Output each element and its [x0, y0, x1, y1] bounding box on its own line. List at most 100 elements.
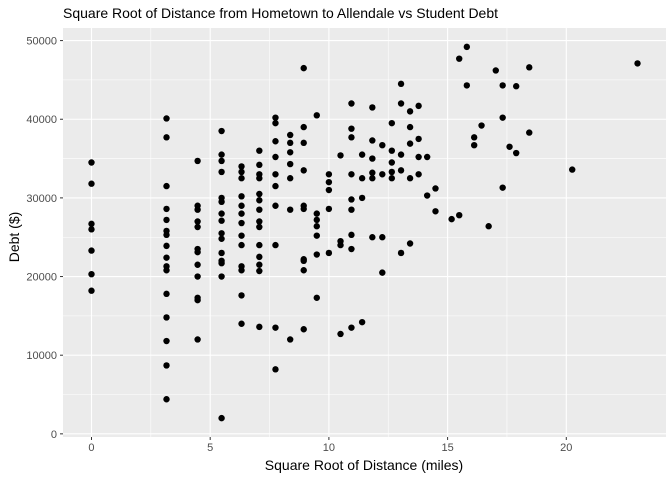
data-point: [218, 259, 225, 267]
data-point: [256, 147, 263, 154]
data-point: [256, 218, 263, 225]
data-point: [272, 241, 279, 249]
data-point: [325, 178, 333, 186]
data-point: [397, 167, 405, 174]
data-point: [379, 234, 386, 241]
data-point: [286, 175, 294, 182]
data-point: [369, 234, 376, 241]
data-point: [218, 157, 225, 165]
data-point: [163, 267, 170, 274]
data-point: [379, 269, 386, 276]
data-point: [470, 141, 478, 149]
data-point: [272, 182, 279, 190]
data-point: [348, 134, 355, 141]
data-point: [325, 205, 333, 213]
data-point: [358, 175, 366, 182]
data-point: [256, 223, 263, 231]
data-point: [194, 218, 201, 225]
data-point: [163, 231, 170, 239]
data-point: [512, 149, 520, 157]
data-point: [163, 134, 170, 141]
data-point: [88, 159, 95, 166]
data-point: [272, 171, 279, 178]
data-point: [88, 220, 95, 228]
data-point: [300, 326, 307, 333]
data-point: [388, 147, 396, 154]
x-axis: 0 5 10 15 20: [88, 437, 572, 454]
data-point: [358, 318, 366, 326]
data-point: [369, 104, 376, 111]
data-point: [218, 230, 225, 237]
data-point: [348, 206, 355, 213]
data-point: [348, 324, 355, 331]
y-tick-label: 40000: [26, 114, 57, 126]
data-point: [256, 267, 263, 275]
data-point: [406, 108, 414, 115]
minor-gridlines: [63, 28, 666, 437]
data-point: [163, 115, 170, 122]
data-point: [526, 64, 533, 71]
data-point: [256, 175, 263, 182]
data-point: [272, 114, 279, 121]
data-point: [337, 241, 344, 249]
data-point: [397, 80, 405, 88]
data-point: [163, 205, 170, 213]
data-point: [238, 168, 245, 176]
data-point: [456, 211, 463, 219]
data-point: [272, 138, 279, 145]
data-point: [218, 217, 225, 224]
y-tick-label: 30000: [26, 193, 57, 205]
data-point: [272, 324, 279, 331]
data-point: [463, 43, 471, 51]
data-point: [470, 134, 478, 141]
data-point: [238, 175, 245, 182]
data-point: [388, 119, 396, 127]
data-point: [415, 102, 422, 110]
data-point: [397, 100, 405, 107]
data-point: [358, 194, 366, 202]
data-point: [256, 261, 263, 268]
data-point: [463, 82, 471, 89]
x-axis-title: Square Root of Distance (miles): [265, 457, 463, 473]
data-point: [272, 366, 279, 373]
data-point: [406, 140, 414, 147]
data-point: [569, 166, 576, 173]
data-point: [163, 337, 170, 345]
data-point: [218, 249, 225, 257]
data-point: [256, 206, 263, 213]
x-tick-label: 20: [560, 442, 572, 454]
data-point: [238, 210, 245, 217]
data-point: [238, 320, 245, 327]
data-point: [348, 231, 355, 239]
data-point: [300, 257, 307, 265]
data-point: [194, 157, 201, 165]
data-point: [163, 314, 170, 321]
data-point: [238, 267, 245, 274]
data-point: [478, 122, 485, 129]
data-point: [256, 190, 263, 198]
data-point: [218, 235, 225, 242]
data-point: [256, 161, 263, 169]
data-point: [313, 216, 320, 224]
data-point: [388, 159, 396, 166]
data-point: [325, 186, 333, 194]
data-point: [415, 171, 422, 178]
data-point: [369, 175, 376, 182]
data-point: [286, 149, 294, 156]
data-point: [88, 180, 95, 187]
data-point: [256, 253, 263, 261]
data-point: [369, 169, 376, 176]
data-point: [300, 205, 307, 213]
y-axis: 0 10000 20000 30000 40000 50000: [26, 36, 63, 441]
data-point: [379, 171, 386, 178]
data-point: [238, 241, 245, 249]
data-point: [194, 296, 201, 304]
data-point: [300, 64, 307, 72]
data-point: [526, 129, 533, 136]
data-point: [238, 202, 245, 209]
data-point: [163, 216, 170, 224]
data-point: [415, 153, 422, 161]
x-tick-label: 15: [441, 442, 453, 454]
data-point: [194, 248, 201, 256]
